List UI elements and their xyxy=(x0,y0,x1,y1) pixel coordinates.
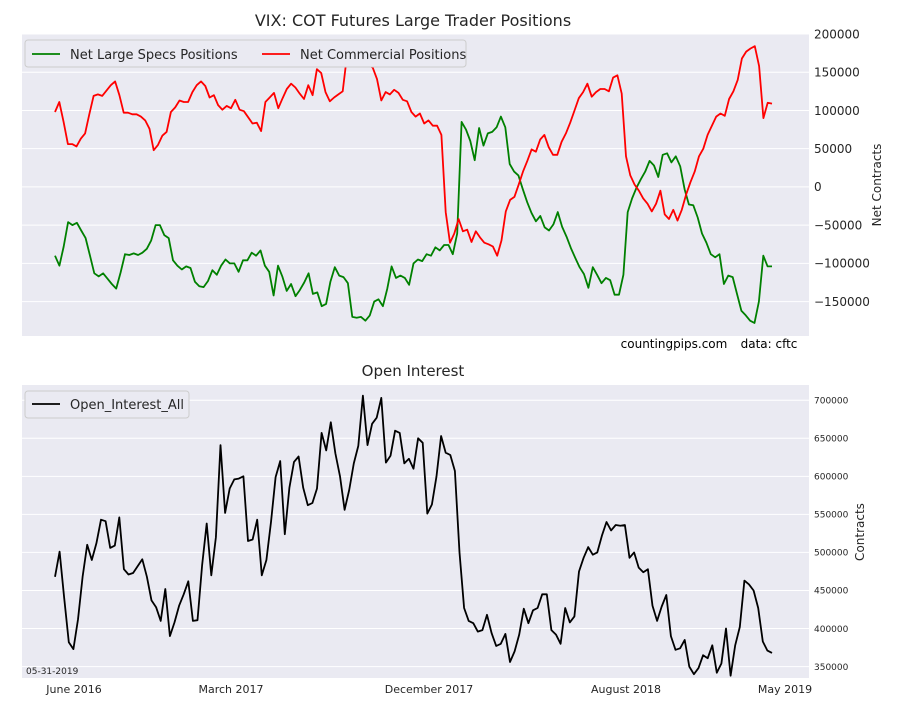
x-tick-label: December 2017 xyxy=(385,683,474,696)
x-tick-label: August 2018 xyxy=(591,683,661,696)
legend-label-open-interest: Open_Interest_All xyxy=(70,398,184,413)
top-y-tick-label: −100000 xyxy=(814,257,870,271)
bottom-legend-box xyxy=(24,390,190,419)
data-credit-annotation: data: cftc xyxy=(741,337,798,351)
top-plot-area xyxy=(22,34,809,336)
bottom-y-tick-label: 650000 xyxy=(814,435,849,445)
bottom-y-tick-label: 450000 xyxy=(814,587,849,597)
bottom-plot-area xyxy=(22,385,809,678)
bottom-y-tick-label: 550000 xyxy=(814,511,849,521)
bottom-y-tick-labels: 700000 650000 600000 550000 500000 450000 4000… xyxy=(814,396,849,672)
top-y-axis-label: Net Contracts xyxy=(870,144,884,227)
top-y-tick-label: −50000 xyxy=(814,218,862,232)
bottom-gridlines xyxy=(22,399,809,668)
bottom-legend: Open_Interest_All xyxy=(24,390,190,419)
top-y-tick-label: −150000 xyxy=(814,295,870,309)
date-stamp: 05-31-2019 xyxy=(26,667,79,677)
x-tick-labels: June 2016 March 2017 December 2017 August 2… xyxy=(45,683,812,696)
bottom-y-tick-label: 600000 xyxy=(814,473,849,483)
top-chart-title: VIX: COT Futures Large Trader Positions xyxy=(255,11,571,30)
series-line-net-commercial-positions xyxy=(54,45,773,257)
top-y-tick-label: 150000 xyxy=(814,66,860,80)
top-y-tick-label: 0 xyxy=(814,180,822,194)
x-tick-label: June 2016 xyxy=(45,683,101,696)
top-legend-box xyxy=(24,39,467,68)
legend-label-net-commercial: Net Commercial Positions xyxy=(300,48,466,63)
series-line-net-large-specs-positions xyxy=(54,115,772,324)
series-line-open-interest-all xyxy=(54,394,773,677)
bottom-y-axis-label: Contracts xyxy=(853,503,867,561)
bottom-y-tick-label: 500000 xyxy=(814,549,849,559)
bottom-y-tick-label: 700000 xyxy=(814,396,849,406)
bottom-y-tick-label: 400000 xyxy=(814,625,849,635)
bottom-y-tick-label: 350000 xyxy=(814,663,849,673)
x-tick-label: May 2019 xyxy=(758,683,812,696)
top-y-tick-label: 50000 xyxy=(814,142,852,156)
bottom-series-lines xyxy=(54,394,773,677)
top-series-lines xyxy=(54,45,773,324)
x-tick-label: March 2017 xyxy=(198,683,263,696)
bottom-chart-title: Open Interest xyxy=(362,362,465,380)
legend-label-net-large-specs: Net Large Specs Positions xyxy=(70,48,238,63)
top-y-tick-label: 200000 xyxy=(814,27,860,41)
top-legend: Net Large Specs Positions Net Commercial… xyxy=(24,39,467,68)
source-annotation: countingpips.com xyxy=(621,337,728,351)
top-y-tick-labels: 200000 150000 100000 50000 0 −50000 −100000 −15… xyxy=(814,27,870,309)
top-y-tick-label: 100000 xyxy=(814,104,860,118)
